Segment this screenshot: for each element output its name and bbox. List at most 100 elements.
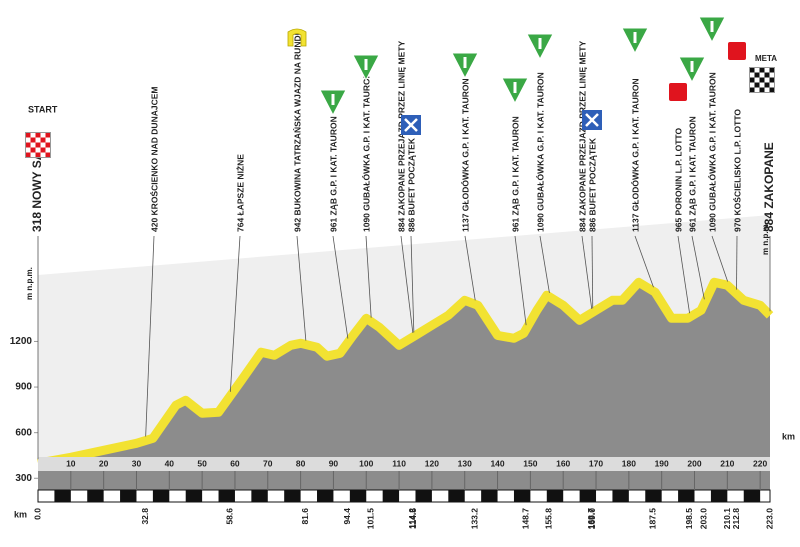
checker-cell bbox=[30, 142, 36, 148]
checker-cell bbox=[25, 137, 31, 143]
checker-border bbox=[749, 67, 775, 93]
waypoint-line bbox=[365, 235, 372, 318]
mountain-icon bbox=[287, 28, 307, 47]
waypoint-km: 0.0 bbox=[32, 508, 42, 520]
x-tick-label: 180 bbox=[622, 458, 636, 468]
km-bar-segment bbox=[284, 490, 301, 502]
km-bar-segment bbox=[710, 490, 728, 502]
checker-cell bbox=[769, 67, 775, 73]
waypoint-line bbox=[229, 235, 241, 392]
x-tick-label: 10 bbox=[66, 458, 76, 468]
waypoint-km: 187.5 bbox=[648, 508, 658, 530]
km-bar-segment bbox=[152, 490, 170, 502]
climb-icon-bar bbox=[633, 32, 637, 43]
checker-cell bbox=[764, 77, 770, 83]
waypoint-line bbox=[400, 235, 414, 334]
x-tick-label: 100 bbox=[359, 458, 373, 468]
checker-border bbox=[25, 132, 51, 158]
waypoint-km: 203.0 bbox=[699, 508, 709, 530]
checker-cell bbox=[749, 67, 755, 73]
x-tick-label: 140 bbox=[490, 458, 504, 468]
climb-icon-bar bbox=[463, 57, 467, 68]
waypoint-line bbox=[539, 235, 550, 293]
waypoint-line bbox=[711, 235, 729, 282]
checker-cell bbox=[25, 142, 31, 148]
x-tick-label: 90 bbox=[329, 458, 339, 468]
x-tick-label: 160 bbox=[556, 458, 570, 468]
waypoint-label: 1137 GŁODÓWKA G.P. I KAT. TAURON bbox=[629, 78, 640, 232]
x-tick-label: 80 bbox=[296, 458, 306, 468]
y-tick-label: 300 bbox=[15, 473, 32, 484]
checker-cell bbox=[45, 137, 51, 143]
waypoint-label: 884 ZAKOPANE PRZEJAZD PRZEZ LINIĘ METY bbox=[577, 41, 587, 232]
waypoint-label: 961 ZĄB G.P. I KAT. TAURON bbox=[510, 116, 520, 232]
waypoint-label: 1090 GUBAŁÓWKA G.P. I KAT. TAURON bbox=[534, 72, 545, 232]
x-tick-label: 40 bbox=[165, 458, 175, 468]
km-bar-segment bbox=[317, 490, 334, 502]
waypoint-line bbox=[410, 235, 415, 333]
checker-cell bbox=[30, 137, 36, 143]
checker-cell bbox=[30, 147, 36, 153]
waypoint-km: 210.1 bbox=[722, 508, 732, 530]
waypoint-km: 212.8 bbox=[731, 508, 741, 530]
km-strip bbox=[38, 457, 770, 471]
checker-cell bbox=[764, 87, 770, 93]
checker-cell bbox=[40, 137, 46, 143]
waypoint-label: 970 KOŚCIELISKO L.P. LOTTO bbox=[731, 109, 742, 232]
checker-cell bbox=[754, 82, 760, 88]
y-tick-label: 1200 bbox=[10, 336, 33, 347]
waypoint-line bbox=[464, 235, 476, 301]
waypoint-km: 148.7 bbox=[520, 508, 530, 530]
waypoint-line bbox=[581, 235, 593, 309]
waypoint-line bbox=[145, 235, 155, 437]
checker-cell bbox=[764, 82, 770, 88]
sprint-icon bbox=[669, 83, 687, 101]
climb-icon-bar bbox=[331, 94, 335, 105]
checker-cell bbox=[759, 82, 765, 88]
checker-cell bbox=[40, 142, 46, 148]
x-unit: km bbox=[14, 509, 27, 519]
checker-cell bbox=[754, 72, 760, 78]
waypoint-km: 114.2 bbox=[407, 508, 417, 529]
checker-cell bbox=[759, 87, 765, 93]
checker-cell bbox=[45, 132, 51, 138]
checker-cell bbox=[769, 77, 775, 83]
checker-cell bbox=[40, 152, 46, 158]
waypoint-km: 94.4 bbox=[342, 508, 352, 525]
checker-cell bbox=[45, 142, 51, 148]
climb-icon-bar bbox=[364, 59, 368, 70]
checker-cell bbox=[749, 77, 755, 83]
km-bar-segment bbox=[251, 490, 268, 502]
sprint-icon bbox=[728, 42, 746, 60]
km-bar-segment bbox=[481, 490, 498, 502]
waypoint-km: 169.0 bbox=[587, 508, 597, 530]
waypoint-line bbox=[514, 235, 527, 326]
place-label: 884 ZAKOPANE bbox=[762, 142, 776, 232]
checker-cell bbox=[769, 82, 775, 88]
checker-cell bbox=[754, 87, 760, 93]
km-bar-segment bbox=[87, 490, 104, 502]
km-bar-segment bbox=[513, 490, 531, 502]
waypoint-km: 114.5 bbox=[408, 508, 418, 529]
checker-cell bbox=[35, 132, 41, 138]
checker-cell bbox=[764, 67, 770, 73]
x-tick-label: 220 bbox=[753, 458, 767, 468]
km-bar-segment bbox=[678, 490, 695, 502]
km-bar-segment bbox=[54, 490, 71, 502]
x-tick-label: 60 bbox=[230, 458, 240, 468]
place-label: 318 NOWY SĄCZ bbox=[30, 136, 44, 232]
km-bar-segment bbox=[743, 490, 761, 502]
waypoint-km: 198.5 bbox=[684, 508, 694, 530]
checker-cell bbox=[749, 82, 755, 88]
y-unit: m n.p.m. bbox=[761, 222, 770, 255]
checker-cell bbox=[25, 152, 31, 158]
km-bar-segment bbox=[120, 490, 137, 502]
waypoint-label: 420 KROŚCIENKO NAD DUNAJCEM bbox=[148, 87, 159, 232]
km-bar-segment bbox=[218, 490, 235, 502]
x-tick-label: 150 bbox=[523, 458, 537, 468]
x-tick-label: 130 bbox=[458, 458, 472, 468]
checker-cell bbox=[769, 87, 775, 93]
checker-cell bbox=[25, 132, 31, 138]
waypoint-km: 101.5 bbox=[365, 508, 375, 530]
feed-icon-cross bbox=[404, 118, 418, 132]
